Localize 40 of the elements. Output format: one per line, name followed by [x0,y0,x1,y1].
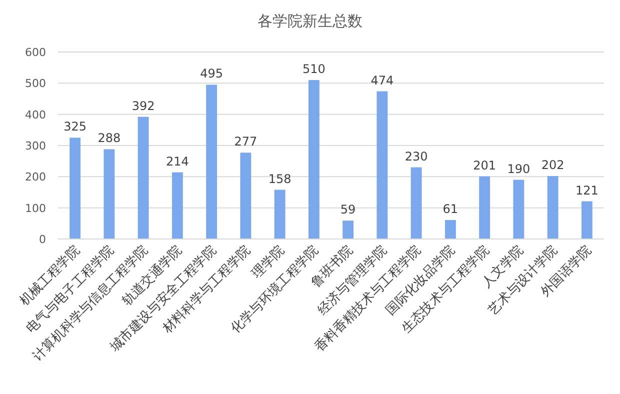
bar [206,84,218,239]
bar [172,172,183,239]
data-label: 121 [575,183,598,198]
bar [308,80,320,239]
bar [342,220,354,239]
data-label: 61 [442,202,458,216]
bar [240,152,252,239]
data-label: 230 [404,149,428,164]
data-label: 201 [473,158,496,172]
bar [70,138,81,239]
chart-title: 各学院新生总数 [258,12,362,30]
y-tick-label: 600 [25,46,46,59]
data-label: 158 [268,172,292,186]
data-label: 214 [166,154,189,168]
bar [274,190,286,239]
data-label: 325 [64,120,87,134]
y-tick-label: 400 [25,108,46,122]
bar [444,220,456,239]
data-label: 288 [98,131,121,146]
data-label: 202 [541,158,564,172]
bar [410,167,422,239]
y-tick-label: 0 [39,233,46,246]
data-label: 190 [507,162,530,176]
bar [547,176,558,239]
data-label: 277 [234,134,258,149]
y-tick-label: 100 [25,202,46,215]
y-tick-label: 300 [25,140,46,152]
y-tick-label: 500 [25,77,46,90]
bar [138,116,149,239]
bar [581,201,592,239]
data-label: 59 [340,202,356,217]
data-label: 510 [302,62,326,76]
data-label: 392 [132,98,155,113]
y-tick-label: 200 [25,170,46,184]
bar [479,176,490,239]
bar [376,91,388,239]
bar [513,180,524,239]
data-label: 474 [370,73,394,88]
bar [104,149,115,239]
data-label: 495 [200,66,224,81]
